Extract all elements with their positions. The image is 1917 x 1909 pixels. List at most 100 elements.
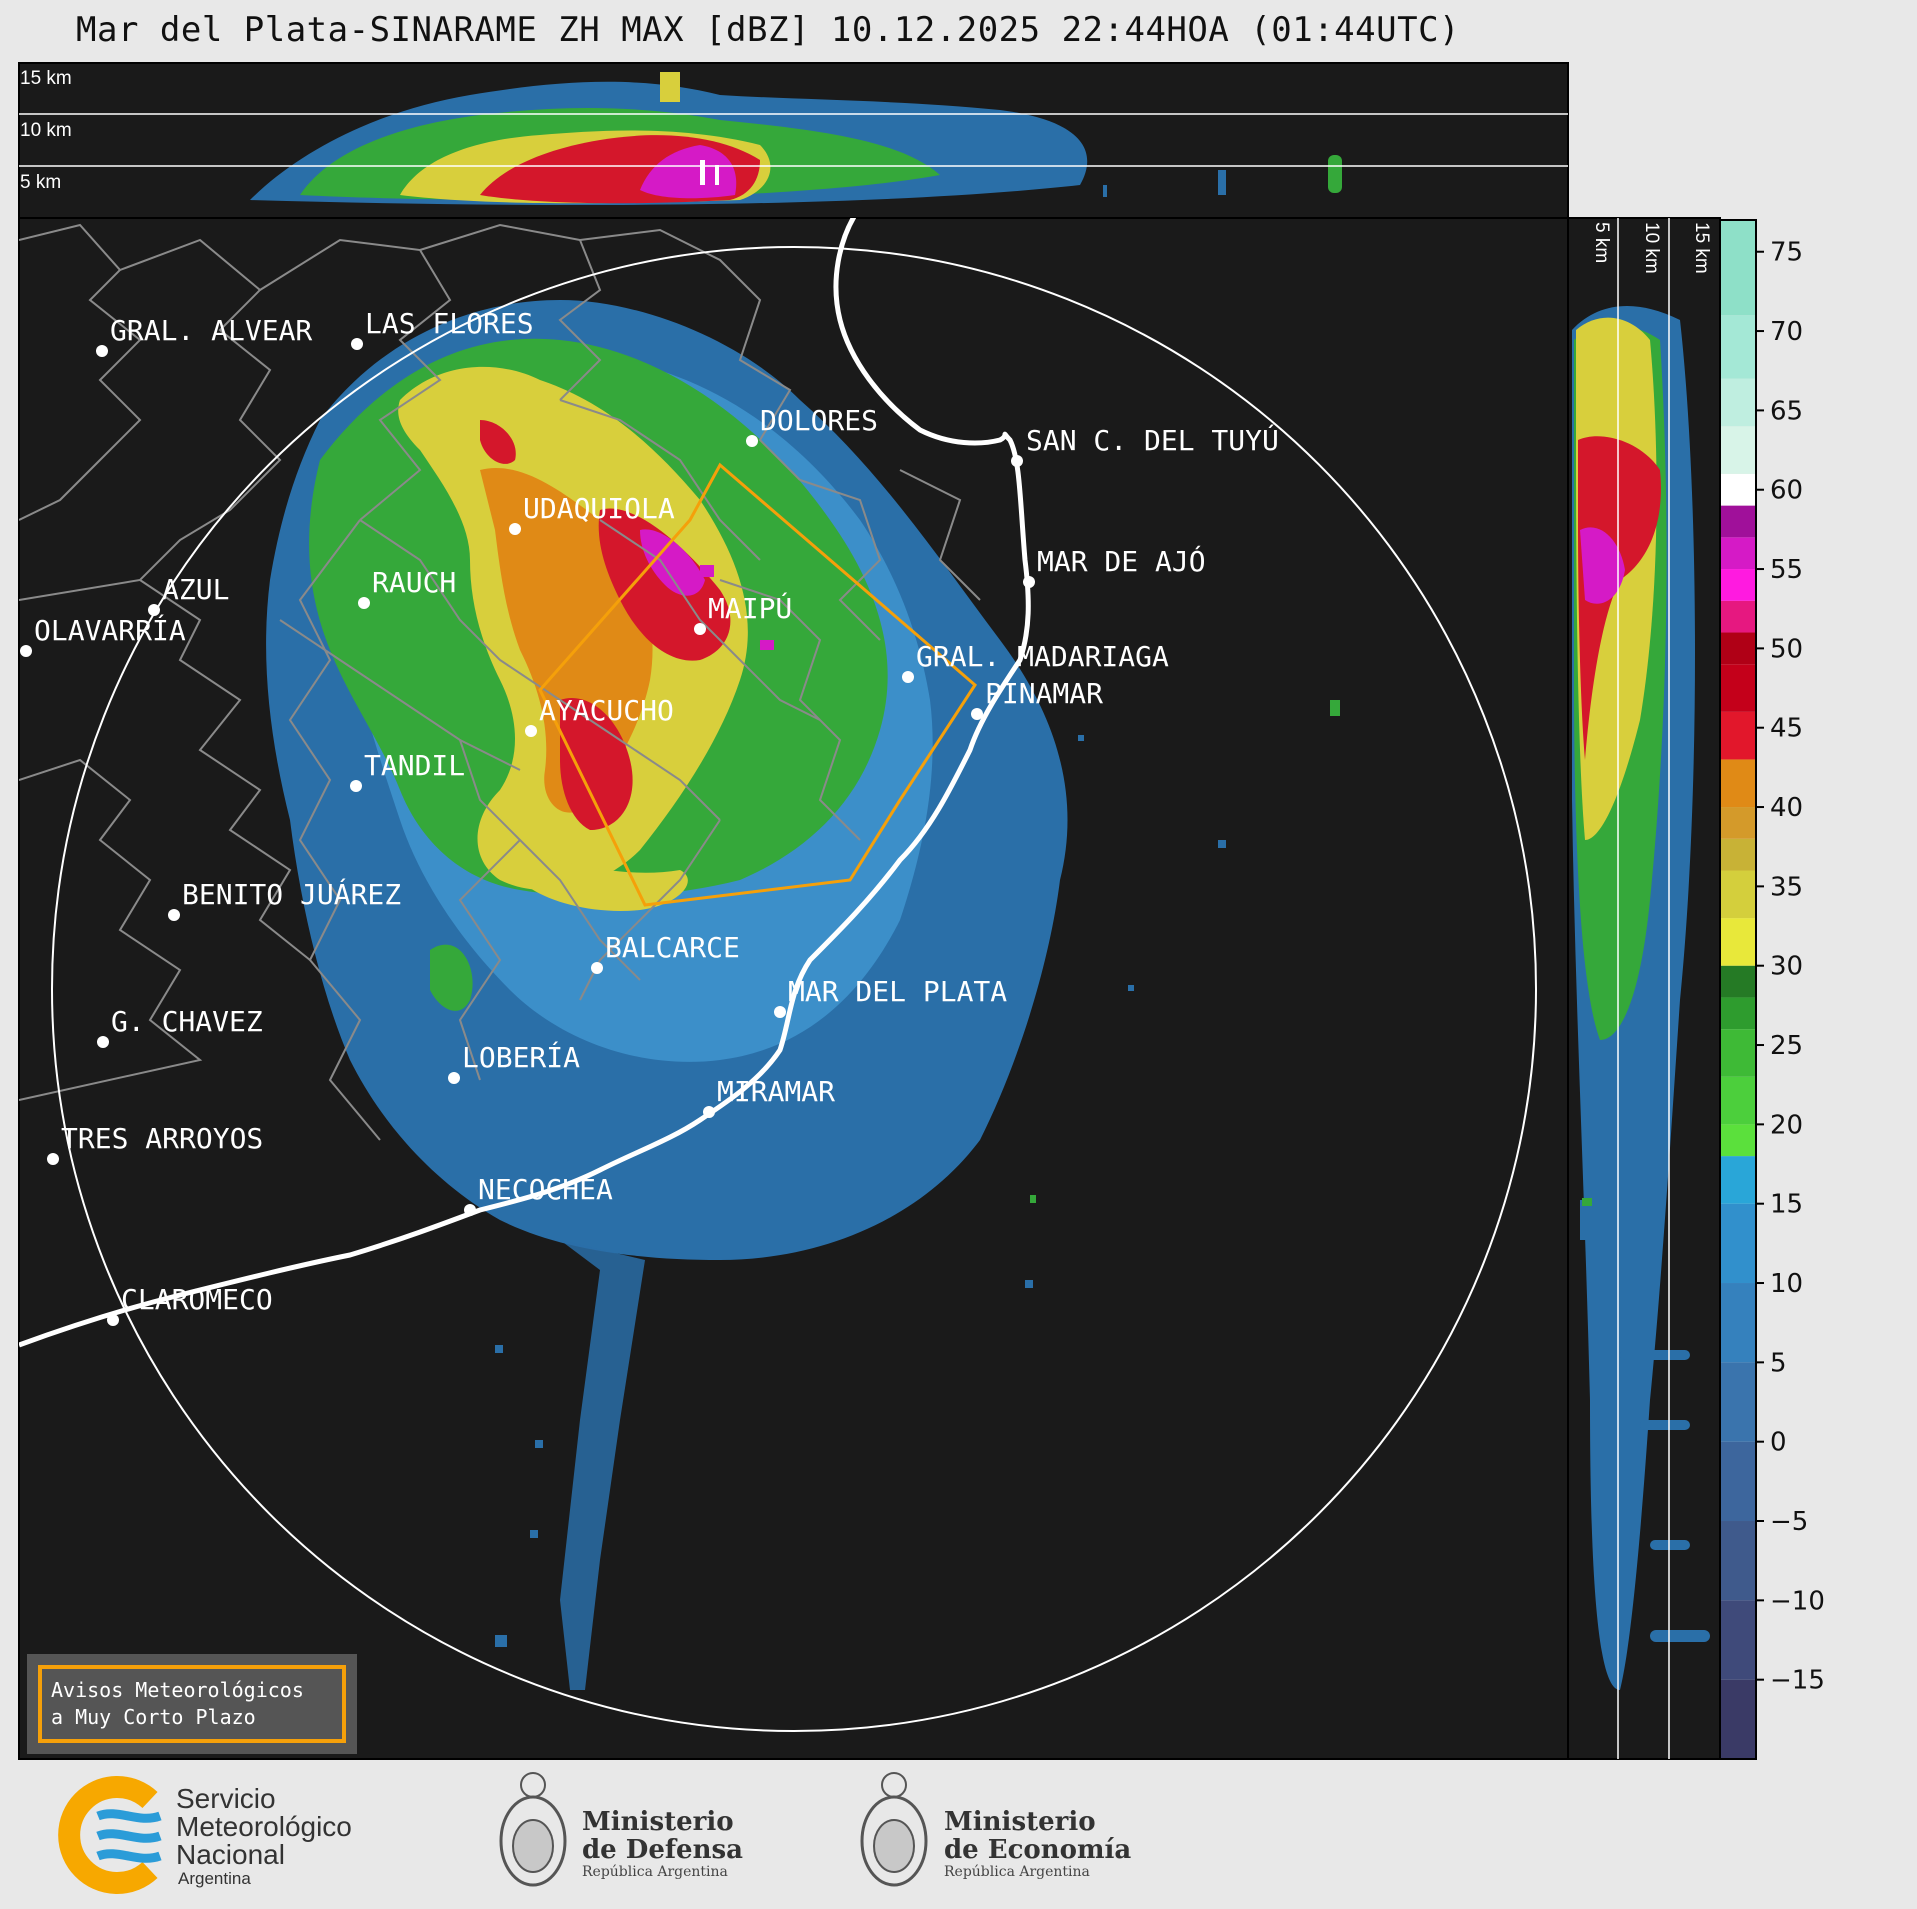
economia-line-1: Ministerio — [944, 1807, 1096, 1837]
city-san-c-del-tuyu: SAN C. DEL TUYÚ — [1011, 423, 1279, 467]
defensa-line-1: Ministerio — [582, 1807, 734, 1837]
svg-text:TANDIL: TANDIL — [364, 749, 465, 782]
city-dolores: DOLORES — [746, 404, 878, 447]
svg-text:OLAVARRÍA: OLAVARRÍA — [34, 613, 186, 647]
colorbar-segment — [1720, 711, 1756, 760]
svg-text:AZUL: AZUL — [162, 573, 229, 606]
warning-legend-box: Avisos Meteorológicos a Muy Corto Plazo — [27, 1654, 357, 1754]
city-tandil: TANDIL — [350, 749, 465, 792]
svg-text:AYACUCHO: AYACUCHO — [539, 694, 674, 727]
colorbar-segment — [1720, 838, 1756, 871]
legend-line-2: a Muy Corto Plazo — [51, 1705, 256, 1729]
colorbar-tick-label: 35 — [1770, 872, 1803, 902]
city-azul: AZUL — [148, 573, 229, 616]
top-alt-label-5: 5 km — [20, 172, 61, 193]
defensa-line-3: República Argentina — [582, 1864, 728, 1880]
city-miramar: MIRAMAR — [703, 1075, 835, 1118]
colorbar-segment — [1720, 807, 1756, 839]
svg-text:CLAROMECO: CLAROMECO — [121, 1283, 273, 1316]
smn-line-3: Nacional — [176, 1839, 285, 1870]
colorbar-tick-label: 55 — [1770, 555, 1803, 585]
side-alt-label-10: 10 km — [1641, 222, 1662, 274]
svg-text:SAN C. DEL TUYÚ: SAN C. DEL TUYÚ — [1026, 423, 1279, 457]
side-alt-label-15: 15 km — [1691, 222, 1712, 274]
colorbar-tick-label: 65 — [1770, 396, 1803, 426]
city-g-chavez: G. CHAVEZ — [97, 1005, 263, 1048]
colorbar-tick-label: 10 — [1770, 1269, 1803, 1299]
colorbar-segment — [1720, 426, 1756, 474]
legend-line-1: Avisos Meteorológicos — [51, 1678, 304, 1702]
city-ayacucho: AYACUCHO — [525, 694, 674, 737]
side-alt-label-5: 5 km — [1591, 222, 1612, 263]
svg-text:MAIPÚ: MAIPÚ — [708, 591, 792, 625]
colorbar-segment — [1720, 1600, 1756, 1680]
colorbar-segment — [1720, 1029, 1756, 1077]
colorbar-tick-label: 40 — [1770, 793, 1803, 823]
ministerio-defensa-logo: Ministerio de Defensa República Argentin… — [499, 1772, 743, 1887]
colorbar-segment — [1720, 1283, 1756, 1363]
smn-line-2: Meteorológico — [176, 1811, 352, 1842]
colorbar-tick-label: 50 — [1770, 634, 1803, 664]
warning-polygon — [538, 462, 977, 907]
economia-line-2: de Economía — [944, 1835, 1131, 1865]
svg-text:MAR DE AJÓ: MAR DE AJÓ — [1037, 544, 1206, 578]
economia-line-3: República Argentina — [944, 1864, 1090, 1880]
city-necochea: NECOCHEA — [464, 1173, 613, 1216]
colorbar-tick-label: −10 — [1770, 1586, 1825, 1616]
svg-text:PINAMAR: PINAMAR — [985, 677, 1103, 710]
city-pinamar: PINAMAR — [971, 677, 1103, 720]
colorbar-segment — [1720, 473, 1756, 506]
side-cross-section-panel: 5 km 10 km 15 km — [1567, 217, 1721, 1760]
city-mar-del-plata: MAR DEL PLATA — [774, 975, 1007, 1018]
colorbar-segment — [1720, 1679, 1756, 1759]
colorbar-segment — [1720, 759, 1756, 808]
city-mar-de-ajo: MAR DE AJÓ — [1023, 544, 1206, 588]
colorbar-segment — [1720, 870, 1756, 919]
colorbar-tick-label: 20 — [1770, 1110, 1803, 1140]
colorbar-tick-label: −15 — [1770, 1666, 1825, 1696]
district-boundaries — [19, 223, 981, 1141]
svg-text:UDAQUIOLA: UDAQUIOLA — [523, 492, 675, 525]
colorbar-tick-label: 30 — [1770, 952, 1803, 982]
svg-text:TRES ARROYOS: TRES ARROYOS — [61, 1122, 263, 1155]
colorbar-segment — [1720, 315, 1756, 379]
colorbar-tick-label: 0 — [1770, 1428, 1787, 1458]
svg-text:MAR DEL PLATA: MAR DEL PLATA — [788, 975, 1007, 1008]
colorbar-tick-label: −5 — [1770, 1507, 1808, 1537]
colorbar-segment — [1720, 1441, 1756, 1522]
colorbar-tick-label: 45 — [1770, 714, 1803, 744]
colorbar-segment — [1720, 632, 1756, 665]
colorbar-segment — [1720, 1076, 1756, 1125]
city-claromeco: CLAROMECO — [107, 1283, 273, 1326]
colorbar-segment — [1720, 600, 1756, 633]
svg-text:MIRAMAR: MIRAMAR — [717, 1075, 835, 1108]
city-gral-alvear: GRAL. ALVEAR — [96, 314, 312, 357]
main-radar-panel: GRAL. ALVEAR LAS FLORES DOLORES SAN C. D… — [18, 217, 1569, 1760]
colorbar-segment — [1720, 997, 1756, 1030]
city-loberia: LOBERÍA — [448, 1040, 580, 1084]
svg-text:RAUCH: RAUCH — [372, 566, 456, 599]
top-cross-section-panel: 15 km 10 km 5 km — [18, 62, 1569, 219]
svg-text:DOLORES: DOLORES — [760, 404, 878, 437]
colorbar-segment — [1720, 1124, 1756, 1157]
svg-text:GRAL. ALVEAR: GRAL. ALVEAR — [110, 314, 312, 347]
smn-logo: Servicio Meteorológico Nacional Argentin… — [58, 1776, 352, 1894]
svg-text:G. CHAVEZ: G. CHAVEZ — [111, 1005, 263, 1038]
colorbar-segment — [1720, 505, 1756, 538]
colorbar-segment — [1720, 918, 1756, 966]
city-tres-arroyos: TRES ARROYOS — [47, 1122, 263, 1165]
colorbar-tick-label: 15 — [1770, 1190, 1803, 1220]
top-alt-label-15: 15 km — [20, 68, 72, 89]
top-alt-label-10: 10 km — [20, 120, 72, 141]
smn-line-1: Servicio — [176, 1783, 276, 1814]
city-maipu: MAIPÚ — [694, 591, 792, 635]
colorbar-segment — [1720, 1521, 1756, 1601]
colorbar-segment — [1720, 1362, 1756, 1442]
colorbar-segment — [1720, 1203, 1756, 1284]
colorbar-tick-label: 5 — [1770, 1348, 1787, 1378]
colorbar-segment — [1720, 1156, 1756, 1204]
range-ring — [51, 246, 1537, 1732]
city-markers: GRAL. ALVEAR LAS FLORES DOLORES SAN C. D… — [20, 307, 1279, 1326]
colorbar-segment — [1720, 220, 1756, 316]
